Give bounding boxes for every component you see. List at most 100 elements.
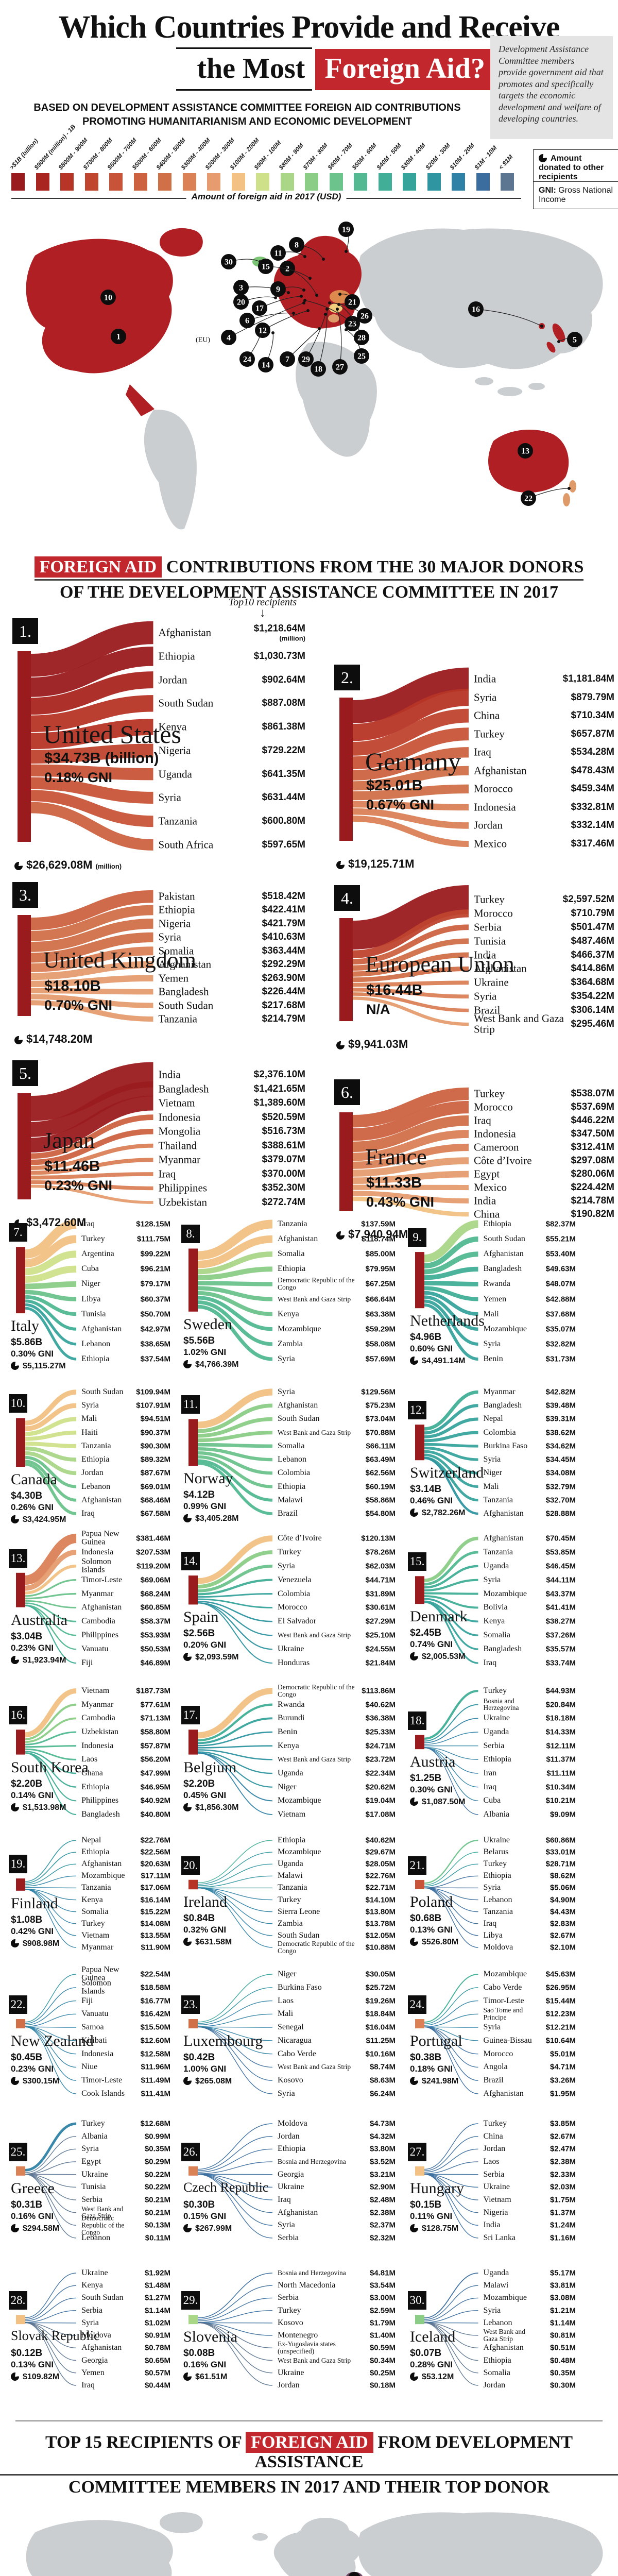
recipient-value-text: $2.38M <box>369 2208 396 2217</box>
flow-ribbon <box>25 1592 77 1600</box>
donor-map-marker <box>270 281 286 297</box>
recipient-value: $11.25M <box>366 2036 396 2045</box>
donor-other-amount: $109.82M <box>11 2372 59 2382</box>
flow-ribbon <box>25 1281 77 1290</box>
donor-rank-box: 15. <box>408 1552 426 1571</box>
donor-node <box>339 698 353 841</box>
donor-gni: 0.42% GNI <box>11 1926 54 1936</box>
title-the-most: the Most <box>176 47 313 91</box>
donor-other-value: $53.12M <box>422 2372 454 2382</box>
donor-gni: 0.28% GNI <box>410 2360 453 2370</box>
recipient-value: $3.54M <box>370 2281 396 2290</box>
flow-ribbon <box>25 1748 77 1760</box>
flow-ribbon <box>352 996 469 1026</box>
recipient-name: Mozambique <box>81 1871 125 1880</box>
recipient-value-text: $2.48M <box>369 2195 396 2205</box>
recipient-value-text: $20.63M <box>140 1859 170 1869</box>
donor-other-amount: $128.75M <box>410 2224 458 2233</box>
recipient-value: $40.62M <box>366 1700 396 1709</box>
recipient-value: $67.58M <box>141 1510 170 1518</box>
flow-ribbon <box>25 1265 77 1283</box>
flow-ribbon <box>424 1601 478 1664</box>
recipient-name: Ethiopia <box>81 1847 110 1856</box>
recipient-value: $69.06M <box>141 1575 170 1584</box>
donor-rank-box: 17. <box>181 1706 200 1725</box>
donor-rank-box: 20. <box>181 1856 200 1875</box>
recipient-value: $1.16M <box>550 2234 576 2243</box>
recipient-value: $12.23M <box>546 2010 576 2019</box>
flow-ribbon <box>25 1852 77 1884</box>
recipient-name: Lebanon <box>483 1895 512 1904</box>
flow-ribbon <box>197 1388 273 1429</box>
recipient-name: Philippines <box>158 1181 208 1194</box>
donor-map-marker <box>252 300 267 316</box>
recipient-name: West Bank and Gaza Strip <box>278 2356 351 2364</box>
flow-ribbon <box>352 747 469 781</box>
recipient-value-text: $12.68M <box>140 2119 170 2128</box>
recipient-value-text: $24.71M <box>365 1741 396 1751</box>
recipient-name: Turkey <box>483 1859 507 1869</box>
recipient-name: Syria <box>474 690 497 703</box>
donor-name: Slovenia <box>183 2328 237 2346</box>
recipient-name: Iraq <box>81 1219 95 1228</box>
donor-total: $5.86B <box>11 1337 43 1348</box>
flow-ribbon <box>424 2322 478 2386</box>
recipient-value: $20.62M <box>366 1783 396 1791</box>
recipient-value-text: $2.10M <box>550 1943 576 1952</box>
recipient-name: Afghanistan <box>483 2343 524 2352</box>
recipient-name: Ukraine <box>278 2368 304 2377</box>
recipient-name: Ukraine <box>483 1835 510 1844</box>
flow-ribbon <box>424 2123 478 2170</box>
recipient-name: Turkey <box>474 893 505 906</box>
recipient-value-text: $5.01M <box>550 2049 576 2059</box>
donor-other-amount: $14,748.20M <box>14 1032 92 1046</box>
recipient-value-text: $1.16M <box>550 2233 576 2243</box>
page-title-line1: Which Countries Provide and Receive <box>58 10 560 45</box>
donor-other-amount: $4,491.14M <box>410 1357 466 1366</box>
recipient-value-text: $40.80M <box>140 1810 170 1819</box>
country-anchor-dot <box>292 312 295 315</box>
recipient-name: Ghana <box>81 1768 103 1777</box>
recipient-name: Iraq <box>81 2380 95 2389</box>
donor-section-italy: 7. Italy $5.86B 0.30% GNI $5,115.27M Iraq $128… <box>8 1217 171 1370</box>
recipient-name: Brazil <box>278 1509 298 1518</box>
donor-node <box>16 1247 25 1314</box>
donor-section-netherlands: 9. Netherlands $4.96B 0.60% GNI $4,491.14M Et… <box>407 1217 577 1367</box>
flow-ribbon <box>30 994 153 1008</box>
recipient-name: Rwanda <box>483 1279 510 1289</box>
pie-other-icon <box>336 1231 345 1240</box>
flow-ribbon <box>30 802 153 851</box>
recipient-name: Bosnia and Herzegovina <box>278 2269 346 2277</box>
flow-ribbon <box>424 2174 478 2239</box>
recipient-value-text: $0.13M <box>144 2221 170 2230</box>
recipient-value: $2,597.52M <box>563 894 614 905</box>
flow-ribbon <box>352 1171 469 1184</box>
donor-map-marker-number: 4 <box>227 334 231 343</box>
donor-total: $1.25B <box>410 1773 442 1784</box>
flow-ribbon <box>197 1459 273 1502</box>
recipient-value-text: $22.34M <box>365 1769 396 1778</box>
flow-ribbon <box>352 688 469 741</box>
recipient-value: $902.64M <box>262 674 305 686</box>
recipient-value: $0.99M <box>145 2132 170 2141</box>
recipient-name: Turkey <box>483 2119 507 2128</box>
recipient-value-text: $53.40M <box>545 1249 576 1259</box>
donor-map-marker <box>338 222 354 237</box>
donor-other-amount: $294.58M <box>11 2224 59 2233</box>
donor-map-marker-number: 28 <box>357 334 366 343</box>
recipient-value: $312.41M <box>571 1142 614 1153</box>
recipient-value-text: $57.69M <box>365 1354 396 1364</box>
recipient-value: $0.35M <box>550 2368 576 2377</box>
recipient-value-text: $94.51M <box>140 1414 170 1423</box>
recipient-name: Angola <box>483 2062 508 2072</box>
recipient-name: Nepal <box>81 1835 101 1844</box>
donor-name: United States <box>43 720 182 749</box>
recipient-value: $30.05M <box>366 1970 396 1979</box>
recipient-value-text: $21.84M <box>365 1658 396 1668</box>
recipient-name: Vietnam <box>278 1809 306 1819</box>
flow-ribbon <box>197 1304 273 1361</box>
donor-node <box>415 1576 424 1604</box>
recipient-name: Ukraine <box>278 2182 304 2192</box>
donor-rank-box: 13. <box>9 1549 27 1568</box>
recipient-name: Tunisia <box>474 934 506 947</box>
